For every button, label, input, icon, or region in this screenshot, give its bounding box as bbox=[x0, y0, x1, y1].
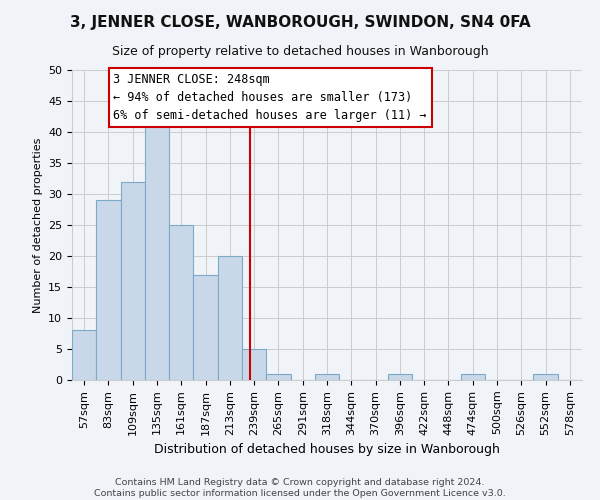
Bar bbox=[388, 374, 412, 380]
Text: 3, JENNER CLOSE, WANBOROUGH, SWINDON, SN4 0FA: 3, JENNER CLOSE, WANBOROUGH, SWINDON, SN… bbox=[70, 15, 530, 30]
Bar bbox=[169, 225, 193, 380]
Bar bbox=[242, 349, 266, 380]
Bar bbox=[96, 200, 121, 380]
Bar bbox=[193, 274, 218, 380]
Bar bbox=[145, 126, 169, 380]
Bar bbox=[533, 374, 558, 380]
Bar bbox=[121, 182, 145, 380]
Text: Size of property relative to detached houses in Wanborough: Size of property relative to detached ho… bbox=[112, 45, 488, 58]
Bar bbox=[315, 374, 339, 380]
Text: 3 JENNER CLOSE: 248sqm
← 94% of detached houses are smaller (173)
6% of semi-det: 3 JENNER CLOSE: 248sqm ← 94% of detached… bbox=[113, 73, 427, 122]
Bar bbox=[72, 330, 96, 380]
Bar bbox=[218, 256, 242, 380]
X-axis label: Distribution of detached houses by size in Wanborough: Distribution of detached houses by size … bbox=[154, 443, 500, 456]
Y-axis label: Number of detached properties: Number of detached properties bbox=[32, 138, 43, 312]
Text: Contains HM Land Registry data © Crown copyright and database right 2024.
Contai: Contains HM Land Registry data © Crown c… bbox=[94, 478, 506, 498]
Bar bbox=[266, 374, 290, 380]
Bar bbox=[461, 374, 485, 380]
